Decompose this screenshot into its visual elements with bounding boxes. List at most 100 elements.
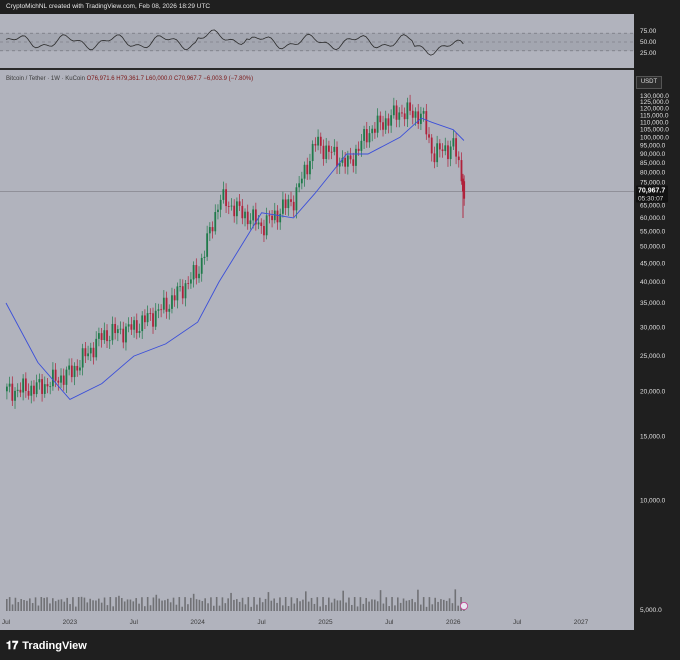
rsi-line <box>5 29 464 56</box>
price-axis-label: 100,000.0 <box>640 134 669 141</box>
volume-bar <box>336 600 339 611</box>
volume-bar <box>43 597 45 611</box>
volume-bar <box>172 597 175 611</box>
candle-body <box>192 265 195 280</box>
candle-body <box>76 365 79 371</box>
candle-body <box>457 156 460 161</box>
volume-bar <box>103 597 106 611</box>
time-axis-label: 2023 <box>63 619 78 626</box>
moving-average-line <box>5 117 465 400</box>
candle-body <box>392 105 395 116</box>
volume-bar <box>169 602 172 611</box>
volume-bar <box>256 604 258 611</box>
volume-bar <box>175 604 178 611</box>
candle-body <box>138 331 141 333</box>
price-axis-label: 125,000.0 <box>640 99 669 106</box>
volume-bar <box>431 604 434 611</box>
candle-body <box>290 199 292 202</box>
candle-body <box>79 367 81 371</box>
last-candle-body <box>462 178 465 192</box>
candle-body <box>390 115 393 126</box>
pane-divider[interactable] <box>0 68 634 70</box>
volume-bar <box>379 590 382 611</box>
candle-body <box>438 143 441 150</box>
candle-body <box>398 112 401 120</box>
volume-bar <box>330 602 333 611</box>
price-axis-label: 80,000.0 <box>640 170 666 177</box>
candle-body <box>417 111 420 124</box>
candle-body <box>144 315 146 323</box>
price-axis-label: 20,000.0 <box>640 388 666 395</box>
candle-body <box>241 205 244 219</box>
candle-body <box>206 233 209 257</box>
volume-bar <box>155 594 158 611</box>
candle-body <box>8 383 11 387</box>
candle-body <box>160 309 163 311</box>
price-axis-label: 105,000.0 <box>640 127 669 134</box>
volume-bar <box>135 598 137 611</box>
candle-body <box>365 129 368 143</box>
volume-bar <box>187 604 189 611</box>
volume-bar <box>132 601 135 611</box>
candle-body <box>414 111 417 118</box>
volume-bar <box>316 597 319 611</box>
volume-bar <box>210 597 212 611</box>
candle-body <box>165 297 168 312</box>
candle-body <box>114 323 117 334</box>
volume-bar <box>457 605 459 611</box>
price-axis-label: 60,000.0 <box>640 215 666 222</box>
volume-bar <box>397 597 399 611</box>
volume-bar <box>351 604 353 611</box>
volume-bar <box>391 597 393 611</box>
candle-body <box>355 148 357 166</box>
candle-body <box>211 227 214 232</box>
volume-bar <box>98 598 100 611</box>
candle-body <box>268 215 271 217</box>
candle-body <box>374 128 376 133</box>
volume-bar <box>348 597 350 611</box>
chart-credit: CryptoMichNL created with TradingView.co… <box>6 3 211 10</box>
volume-bar <box>267 592 270 611</box>
volume-bar <box>227 598 229 611</box>
candle-body <box>273 210 276 221</box>
volume-bar <box>279 597 281 611</box>
volume-bar <box>195 599 198 611</box>
candle-body <box>233 205 236 217</box>
candle-body <box>379 115 382 123</box>
volume-bar <box>319 606 321 611</box>
candle-body <box>98 333 100 339</box>
candle-body <box>73 365 76 378</box>
candle-body <box>284 199 287 209</box>
candle-body <box>38 379 41 383</box>
volume-bar <box>141 597 143 611</box>
volume-bar <box>313 603 316 611</box>
candle-body <box>230 205 233 207</box>
volume-bar <box>276 602 278 611</box>
time-axis-label: 2025 <box>318 619 333 626</box>
candle-body <box>81 348 84 368</box>
volume-bar <box>362 603 365 611</box>
price-axis[interactable] <box>634 14 680 630</box>
volume-bar <box>284 597 287 611</box>
volume-bar <box>184 597 186 611</box>
tradingview-brand[interactable]: 𝟏𝟕 TradingView <box>6 640 87 653</box>
chart-area[interactable] <box>0 14 634 630</box>
candle-body <box>387 118 390 126</box>
volume-bar <box>69 604 71 611</box>
candle-body <box>16 389 19 391</box>
candle-body <box>33 385 35 395</box>
candle-body <box>333 146 336 152</box>
currency-button[interactable]: USDT <box>636 76 662 89</box>
price-axis-label: 110,000.0 <box>640 119 669 126</box>
volume-bar <box>221 597 224 611</box>
candle-body <box>411 110 414 118</box>
candle-body <box>195 265 198 279</box>
rsi-axis-label: 25.00 <box>640 50 657 57</box>
price-axis-label: 85,000.0 <box>640 160 666 167</box>
volume-bar <box>290 597 293 611</box>
volume-bar <box>238 601 241 611</box>
candle-body <box>52 369 54 387</box>
volume-bar <box>374 599 376 611</box>
candle-body <box>95 338 98 358</box>
